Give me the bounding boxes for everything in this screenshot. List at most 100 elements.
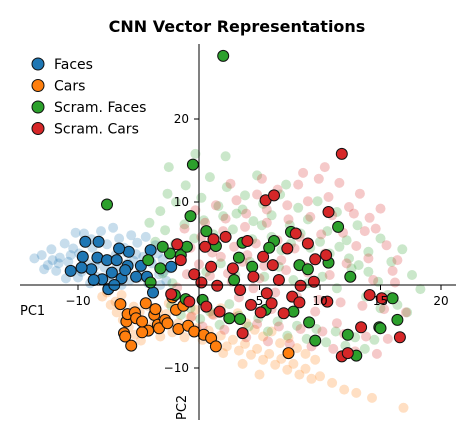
faces-point bbox=[119, 264, 132, 277]
legend-label-faces: Faces bbox=[54, 57, 93, 73]
scram-faces-cloud-point bbox=[281, 179, 292, 190]
cars-cloud-point bbox=[315, 371, 325, 382]
scram-cars-cloud-point bbox=[220, 213, 231, 224]
scram-cars-cloud-point bbox=[392, 255, 403, 266]
scram-cars-cloud-point bbox=[363, 253, 374, 264]
scram-cars-cloud-point bbox=[344, 202, 354, 212]
x-tick-label: 10 bbox=[312, 294, 327, 308]
scram-cars-point bbox=[375, 292, 388, 305]
cars-cloud-point bbox=[240, 338, 250, 349]
scram-faces-cloud-point bbox=[167, 278, 178, 289]
cars-cloud-point bbox=[283, 333, 294, 344]
scram-cars-cloud-point bbox=[324, 270, 335, 280]
faces-cloud-point bbox=[53, 258, 64, 269]
scram-faces-point bbox=[142, 254, 155, 267]
scram-faces-cloud-point bbox=[363, 246, 374, 257]
scram-faces-cloud-point bbox=[330, 326, 341, 337]
scram-cars-cloud-point bbox=[335, 297, 346, 308]
faces-point bbox=[85, 263, 98, 276]
cars-cloud-point bbox=[300, 348, 311, 359]
cars-cloud-point bbox=[306, 373, 317, 384]
scram-cars-point bbox=[320, 249, 333, 262]
scram-cars-cloud-point bbox=[276, 255, 287, 266]
scram-faces-cloud-point bbox=[198, 215, 209, 226]
scram-cars-cloud-point bbox=[331, 318, 342, 329]
cars-point bbox=[125, 339, 138, 352]
scram-cars-cloud-point bbox=[241, 208, 252, 219]
scram-faces-point bbox=[332, 220, 345, 233]
cars-cloud-point bbox=[237, 358, 248, 369]
scram-cars-cloud-point bbox=[231, 195, 242, 206]
scram-faces-cloud-point bbox=[227, 224, 238, 235]
faces-cloud-point bbox=[73, 272, 83, 283]
scram-faces-cloud-point bbox=[221, 182, 232, 193]
scram-cars-point bbox=[265, 297, 278, 310]
scram-cars-point bbox=[293, 296, 306, 309]
cars-cloud-point bbox=[264, 348, 275, 359]
cars-point bbox=[114, 298, 127, 311]
scram-faces-point bbox=[180, 240, 193, 253]
scram-cars-point bbox=[219, 230, 232, 243]
scram-faces-cloud-point bbox=[302, 214, 313, 225]
scram-cars-point bbox=[341, 347, 354, 360]
cars-cloud-point bbox=[179, 332, 190, 343]
cars-cloud-point bbox=[292, 343, 302, 354]
scram-faces-cloud-point bbox=[204, 172, 215, 183]
scram-cars-point bbox=[183, 295, 196, 308]
cars-point bbox=[136, 326, 149, 339]
scram-cars-point bbox=[236, 327, 249, 340]
faces-cloud-point bbox=[54, 252, 65, 263]
scram-faces-cloud-point bbox=[231, 208, 242, 219]
faces-cloud-point bbox=[39, 264, 50, 275]
scram-cars-cloud-point bbox=[240, 221, 250, 232]
scram-cars-point bbox=[307, 275, 320, 288]
faces-cloud-point bbox=[46, 244, 57, 255]
scram-cars-cloud-point bbox=[248, 283, 259, 294]
cars-cloud-point bbox=[300, 363, 311, 374]
scram-faces-cloud-point bbox=[252, 170, 263, 181]
scram-cars-point bbox=[247, 270, 260, 283]
scram-cars-cloud-point bbox=[348, 208, 359, 219]
scram-cars-point bbox=[322, 206, 335, 218]
scram-faces-point bbox=[232, 251, 245, 264]
faces-cloud-point bbox=[126, 230, 137, 241]
scram-cars-point bbox=[211, 279, 224, 292]
scram-cars-cloud-point bbox=[368, 275, 379, 285]
scram-faces-cloud-point bbox=[144, 217, 155, 228]
cars-point bbox=[139, 297, 152, 310]
cars-point bbox=[209, 340, 222, 353]
faces-cloud-point bbox=[63, 256, 74, 267]
scram-faces-point bbox=[184, 210, 197, 223]
scram-faces-cloud-point bbox=[248, 216, 259, 227]
scram-cars-point bbox=[174, 254, 187, 267]
cars-cloud-point bbox=[249, 324, 260, 335]
scram-cars-point bbox=[213, 305, 226, 318]
scram-cars-cloud-point bbox=[252, 319, 263, 329]
scram-faces-cloud-point bbox=[215, 258, 226, 269]
scram-cars-cloud-point bbox=[328, 343, 339, 354]
scram-cars-point bbox=[260, 287, 273, 300]
faces-cloud-point bbox=[108, 222, 119, 233]
cars-point bbox=[282, 347, 295, 360]
y-axis-label: PC2 bbox=[175, 395, 190, 420]
scram-faces-cloud-point bbox=[224, 299, 235, 310]
scram-faces-cloud-point bbox=[240, 190, 250, 201]
scram-cars-cloud-point bbox=[179, 223, 190, 234]
legend-label-scram-faces: Scram. Faces bbox=[54, 100, 146, 116]
scram-cars-cloud-point bbox=[270, 287, 281, 298]
scram-faces-cloud-point bbox=[155, 206, 166, 217]
scram-faces-point bbox=[101, 198, 113, 211]
scram-faces-cloud-point bbox=[237, 204, 248, 215]
scram-faces-cloud-point bbox=[266, 210, 277, 221]
faces-cloud-point bbox=[70, 227, 81, 238]
cars-cloud-point bbox=[116, 290, 127, 300]
scram-cars-point bbox=[268, 189, 280, 202]
cars-cloud-point bbox=[282, 364, 293, 375]
scram-cars-point bbox=[301, 237, 314, 250]
faces-cloud-point bbox=[65, 250, 76, 261]
faces-point bbox=[130, 270, 143, 283]
cars-point bbox=[161, 317, 174, 330]
scram-faces-point bbox=[156, 240, 169, 253]
scram-faces-cloud-point bbox=[407, 270, 417, 280]
scram-cars-cloud-point bbox=[381, 240, 392, 251]
